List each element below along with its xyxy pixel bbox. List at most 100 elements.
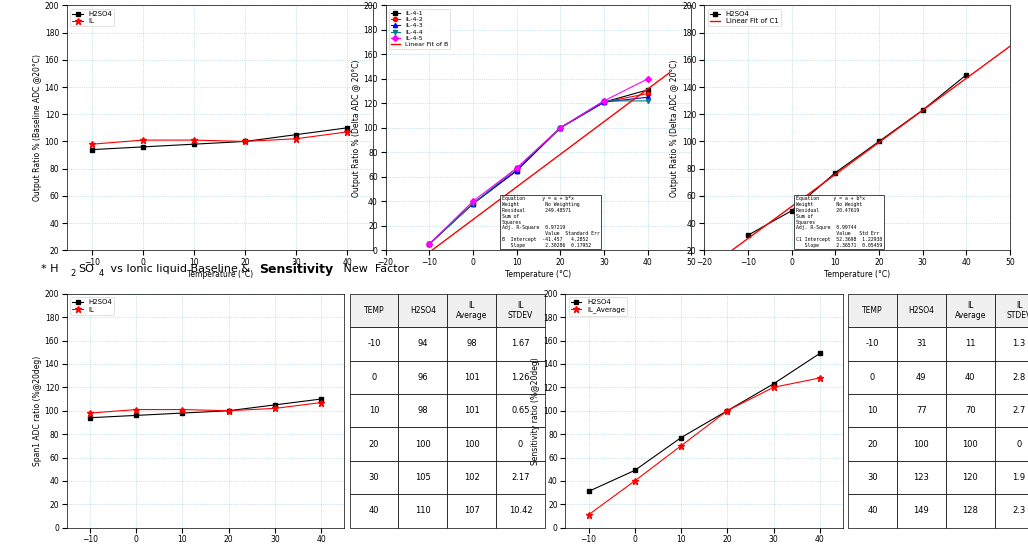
- IL_Average: [629, 478, 641, 484]
- IL-4-5: [554, 125, 566, 131]
- IL-4-5: [511, 165, 523, 171]
- IL-4-5: [424, 241, 436, 248]
- IL-4-4: [511, 165, 523, 171]
- Y-axis label: Output Ratio % (Baseline ADC @20°C): Output Ratio % (Baseline ADC @20°C): [33, 54, 42, 201]
- IL-4-2: [511, 168, 523, 174]
- Legend: H2SO4, IL_Average: H2SO4, IL_Average: [568, 297, 627, 316]
- IL_Average: [722, 407, 734, 414]
- Line: IL_Average: IL_Average: [585, 374, 823, 518]
- IL-4-1: [511, 168, 523, 174]
- X-axis label: Temperature (°C): Temperature (°C): [187, 270, 253, 279]
- Line: IL-4-5: IL-4-5: [427, 77, 650, 246]
- H2SO4: [223, 407, 235, 414]
- H2SO4: [130, 412, 142, 419]
- IL-4-1: [467, 201, 479, 207]
- H2SO4: [785, 208, 798, 214]
- IL_Average: [675, 443, 688, 449]
- IL-4-5: [598, 98, 611, 104]
- Legend: IL-4-1, IL-4-2, IL-4-3, IL-4-4, IL-4-5, Linear Fit of B: IL-4-1, IL-4-2, IL-4-3, IL-4-4, IL-4-5, …: [389, 9, 450, 50]
- H2SO4: [290, 131, 302, 138]
- H2SO4: [583, 488, 595, 494]
- H2SO4: [188, 141, 200, 147]
- IL-4-2: [467, 201, 479, 207]
- IL: [290, 135, 302, 142]
- Y-axis label: Sensitivity ratio (%@20deg): Sensitivity ratio (%@20deg): [531, 357, 541, 465]
- IL_Average: [814, 375, 827, 381]
- IL-4-1: [554, 125, 566, 131]
- Y-axis label: Output Ratio % (Delta ADC @ 20°C): Output Ratio % (Delta ADC @ 20°C): [670, 59, 680, 196]
- IL: [177, 406, 189, 413]
- IL-4-3: [511, 168, 523, 174]
- IL-4-3: [641, 94, 654, 101]
- Text: vs Ionic liquid Baseline &: vs Ionic liquid Baseline &: [107, 264, 254, 274]
- IL: [223, 407, 235, 414]
- IL-4-4: [598, 98, 611, 104]
- H2SO4: [315, 395, 327, 402]
- Legend: H2SO4, IL: H2SO4, IL: [70, 297, 114, 315]
- X-axis label: Temperature (°C): Temperature (°C): [824, 270, 890, 279]
- Line: H2SO4: H2SO4: [87, 397, 324, 420]
- IL: [137, 137, 149, 144]
- IL_Average: [583, 511, 595, 518]
- Text: 4: 4: [99, 269, 104, 278]
- Line: H2SO4: H2SO4: [90, 126, 350, 152]
- H2SO4: [84, 415, 97, 421]
- Line: IL: IL: [86, 399, 325, 417]
- IL-4-1: [598, 99, 611, 106]
- IL: [341, 129, 354, 135]
- X-axis label: Temperature (°C): Temperature (°C): [506, 270, 572, 279]
- Text: * H: * H: [41, 264, 59, 274]
- H2SO4: [629, 467, 641, 474]
- H2SO4: [86, 146, 99, 153]
- IL-4-2: [641, 90, 654, 97]
- H2SO4: [240, 138, 252, 145]
- IL-4-1: [424, 241, 436, 248]
- IL: [84, 410, 97, 416]
- H2SO4: [341, 125, 354, 131]
- IL-4-3: [467, 201, 479, 207]
- IL-4-4: [641, 98, 654, 104]
- IL: [240, 138, 252, 145]
- IL: [315, 399, 327, 406]
- H2SO4: [675, 434, 688, 441]
- Y-axis label: Output Ratio % (Delta ADC @ 20°C): Output Ratio % (Delta ADC @ 20°C): [352, 59, 361, 196]
- IL-4-4: [467, 201, 479, 207]
- IL-4-2: [424, 241, 436, 248]
- Legend: H2SO4, Linear Fit of C1: H2SO4, Linear Fit of C1: [707, 9, 780, 27]
- IL-4-3: [598, 99, 611, 106]
- IL-4-4: [554, 125, 566, 131]
- Line: IL-4-1: IL-4-1: [427, 88, 650, 246]
- IL-4-5: [467, 198, 479, 205]
- IL-4-2: [598, 99, 611, 106]
- IL-4-4: [424, 241, 436, 248]
- IL: [86, 141, 99, 147]
- H2SO4: [960, 72, 972, 78]
- IL-4-3: [554, 125, 566, 131]
- IL-4-2: [554, 125, 566, 131]
- Text: New  Factor: New Factor: [340, 264, 409, 274]
- H2SO4: [829, 170, 841, 176]
- Line: IL-4-2: IL-4-2: [427, 91, 650, 246]
- IL: [269, 405, 282, 412]
- IL-4-1: [641, 86, 654, 93]
- H2SO4: [767, 381, 780, 387]
- H2SO4: [873, 138, 885, 145]
- IL-4-3: [424, 241, 436, 248]
- IL: [130, 406, 142, 413]
- Text: Sensitivity: Sensitivity: [259, 263, 333, 276]
- H2SO4: [269, 401, 282, 408]
- Legend: H2SO4, IL: H2SO4, IL: [70, 9, 114, 27]
- H2SO4: [742, 232, 755, 238]
- IL: [188, 137, 200, 144]
- Line: H2SO4: H2SO4: [586, 351, 822, 493]
- H2SO4: [814, 350, 827, 357]
- H2SO4: [722, 407, 734, 414]
- H2SO4: [177, 410, 189, 416]
- Line: IL-4-4: IL-4-4: [427, 99, 650, 246]
- Text: 2: 2: [70, 269, 75, 278]
- IL-4-5: [641, 76, 654, 82]
- IL_Average: [767, 384, 780, 391]
- Text: Equation      y = a + b*x
Weight         No Weighting
Residual       249.48571
S: Equation y = a + b*x Weight No Weighting…: [502, 196, 599, 248]
- Text: SO: SO: [78, 264, 94, 274]
- H2SO4: [137, 144, 149, 150]
